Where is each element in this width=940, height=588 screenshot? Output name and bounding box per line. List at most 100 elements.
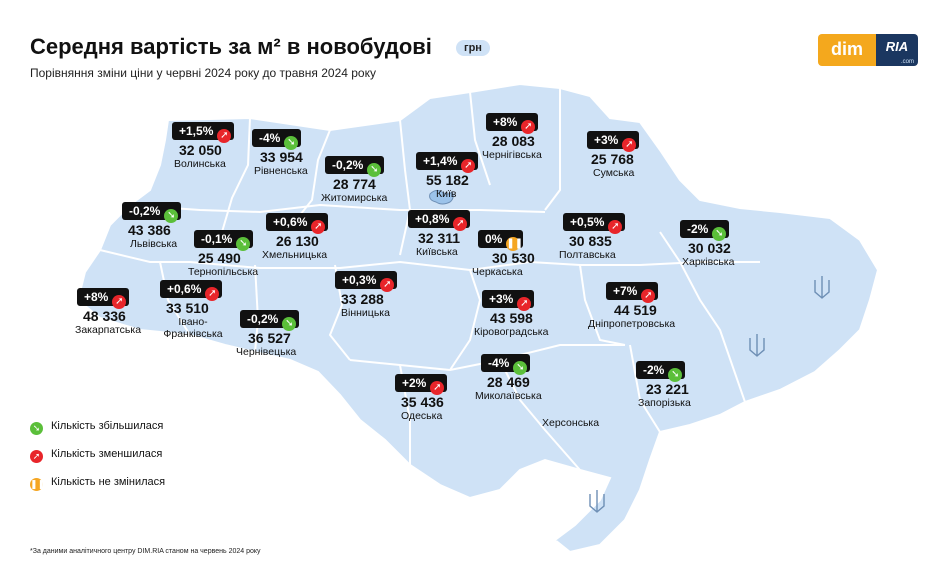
increase-arrow-icon: ➚	[311, 220, 326, 234]
dimria-logo[interactable]: dim RIA .com	[818, 34, 918, 66]
region-name: Одеська	[401, 410, 443, 422]
region-kyiv[interactable]: +1,4% ➚ 55 182 Київ	[416, 152, 479, 200]
region-name: Сумська	[593, 167, 635, 179]
region-chernivetska[interactable]: -0,2% ➘ 36 527 Чернівецька	[236, 310, 300, 358]
price-value: 28 469	[487, 374, 530, 390]
price-value: 25 490	[198, 250, 241, 266]
region-name: Запорізька	[638, 397, 691, 409]
price-value: 43 386	[128, 222, 171, 238]
decrease-arrow-icon: ➘	[513, 361, 528, 375]
price-value: 33 288	[341, 291, 384, 307]
change-badge: +8% ➚	[77, 288, 130, 309]
region-rivnenska[interactable]: -4% ➘ 33 954 Рівненська	[252, 129, 308, 177]
decrease-arrow-icon: ➘	[164, 209, 179, 223]
region-ivano-frankivska[interactable]: +0,6% ➚ 33 510 Івано-Франківська	[160, 280, 230, 340]
price-value: 32 050	[179, 142, 222, 158]
price-value: 30 530	[492, 250, 535, 266]
region-name: Житомирська	[321, 192, 388, 204]
legend-item-decreased: ➚ Кількість зменшилася	[30, 444, 162, 463]
region-vinnytska[interactable]: +0,3% ➚ 33 288 Вінницька	[335, 271, 398, 319]
change-badge: +7% ➚	[606, 282, 659, 303]
increase-arrow-icon: ➚	[217, 129, 232, 143]
region-name: Черкаська	[472, 266, 523, 278]
region-zakarpatska[interactable]: +8% ➚ 48 336 Закарпатська	[75, 288, 142, 336]
increase-arrow-icon: ➚	[205, 287, 220, 301]
region-name: Київська	[416, 246, 458, 258]
logo-com-text: .com	[900, 59, 914, 65]
price-value: 35 436	[401, 394, 444, 410]
increase-arrow-icon: ➚	[380, 278, 395, 292]
logo-ria-text: RIA	[876, 34, 918, 66]
price-value: 30 032	[688, 240, 731, 256]
region-khmelnytska[interactable]: +0,6% ➚ 26 130 Хмельницька	[262, 213, 329, 261]
region-odeska[interactable]: +2% ➚ 35 436 Одеська	[395, 374, 448, 422]
region-name: Миколаївська	[475, 390, 542, 402]
region-ternopilska[interactable]: -0,1% ➘ 25 490 Тернопільська	[188, 230, 258, 278]
change-badge: -0,1% ➘	[194, 230, 254, 251]
footnote: *За даними аналітичного центру DIM.RIA с…	[30, 548, 261, 555]
change-badge: +0,6% ➚	[266, 213, 329, 234]
decrease-arrow-icon: ➘	[712, 227, 727, 241]
region-kyivska[interactable]: +0,8% ➚ 32 311 Київська	[408, 210, 471, 258]
decrease-arrow-icon: ➘	[236, 237, 251, 251]
price-value: 33 510	[166, 300, 209, 316]
price-value: 43 598	[490, 310, 533, 326]
legend-label: Кількість збільшилася	[51, 420, 164, 432]
decrease-arrow-icon: ➘	[668, 368, 683, 382]
price-value: 23 221	[646, 381, 689, 397]
region-kirovohradska[interactable]: +3% ➚ 43 598 Кіровоградська	[474, 290, 548, 338]
unit-badge: грн	[456, 40, 490, 56]
change-badge: +1,4% ➚	[416, 152, 479, 173]
change-badge: -2% ➘	[636, 361, 686, 382]
decrease-arrow-icon: ➘	[284, 136, 299, 150]
region-mykolaivska[interactable]: -4% ➘ 28 469 Миколаївська	[475, 354, 542, 402]
change-badge: -0,2% ➘	[122, 202, 182, 223]
legend-item-increased: ➘ Кількість збільшилася	[30, 416, 163, 435]
increase-arrow-icon: ➚	[430, 381, 445, 395]
logo-dim-text: dim	[818, 34, 876, 66]
increase-arrow-icon: ➚	[517, 297, 532, 311]
region-kharkivska[interactable]: -2% ➘ 30 032 Харківська	[680, 220, 734, 268]
region-cherkaska[interactable]: 0% ❚❚ 30 530 Черкаська	[472, 230, 535, 278]
price-value: 48 336	[83, 308, 126, 324]
change-badge: +1,5% ➚	[172, 122, 235, 143]
change-badge: -4% ➘	[252, 129, 302, 150]
price-value: 33 954	[260, 149, 303, 165]
price-value: 32 311	[418, 230, 461, 246]
region-chernihivska[interactable]: +8% ➚ 28 083 Чернігівська	[482, 113, 542, 161]
decrease-arrow-icon: ➘	[30, 422, 43, 435]
change-badge: +3% ➚	[587, 131, 640, 152]
change-badge: -0,2% ➘	[325, 156, 385, 177]
region-zaporizka[interactable]: -2% ➘ 23 221 Запорізька	[636, 361, 691, 409]
region-khersonska-label[interactable]: Херсонська	[542, 417, 600, 429]
increase-arrow-icon: ➚	[112, 295, 127, 309]
region-name: Закарпатська	[75, 324, 142, 336]
change-badge: +2% ➚	[395, 374, 448, 395]
region-name: Івано-Франківська	[163, 316, 223, 340]
decrease-arrow-icon: ➘	[282, 317, 297, 331]
kyiv-city-marker	[429, 189, 454, 205]
region-poltavska[interactable]: +0,5% ➚ 30 835 Полтавська	[559, 213, 626, 261]
page-title: Середня вартість за м² в новобудові	[30, 34, 432, 59]
region-name: Вінницька	[341, 307, 390, 319]
region-dnipropetrovska[interactable]: +7% ➚ 44 519 Дніпропетровська	[588, 282, 675, 330]
region-name: Рівненська	[254, 165, 308, 177]
change-badge: +0,5% ➚	[563, 213, 626, 234]
region-zhytomyrska[interactable]: -0,2% ➘ 28 774 Житомирська	[321, 156, 387, 204]
price-value: 26 130	[276, 233, 319, 249]
region-name: Хмельницька	[262, 249, 328, 261]
region-name: Полтавська	[559, 249, 616, 261]
region-volynska[interactable]: +1,5% ➚ 32 050 Волинська	[172, 122, 235, 170]
decrease-arrow-icon: ➘	[367, 163, 382, 177]
legend-label: Кількість не змінилася	[51, 476, 166, 488]
price-value: 28 083	[492, 133, 535, 149]
increase-arrow-icon: ➚	[608, 220, 623, 234]
price-value: 55 182	[426, 172, 469, 188]
price-value: 28 774	[333, 176, 376, 192]
region-lvivska[interactable]: -0,2% ➘ 43 386 Львівська	[122, 202, 182, 250]
change-badge: -2% ➘	[680, 220, 730, 241]
region-name: Кіровоградська	[474, 326, 549, 338]
change-badge: 0% ❚❚	[478, 230, 524, 251]
region-sumska[interactable]: +3% ➚ 25 768 Сумська	[587, 131, 640, 179]
change-badge: +0,8% ➚	[408, 210, 471, 231]
